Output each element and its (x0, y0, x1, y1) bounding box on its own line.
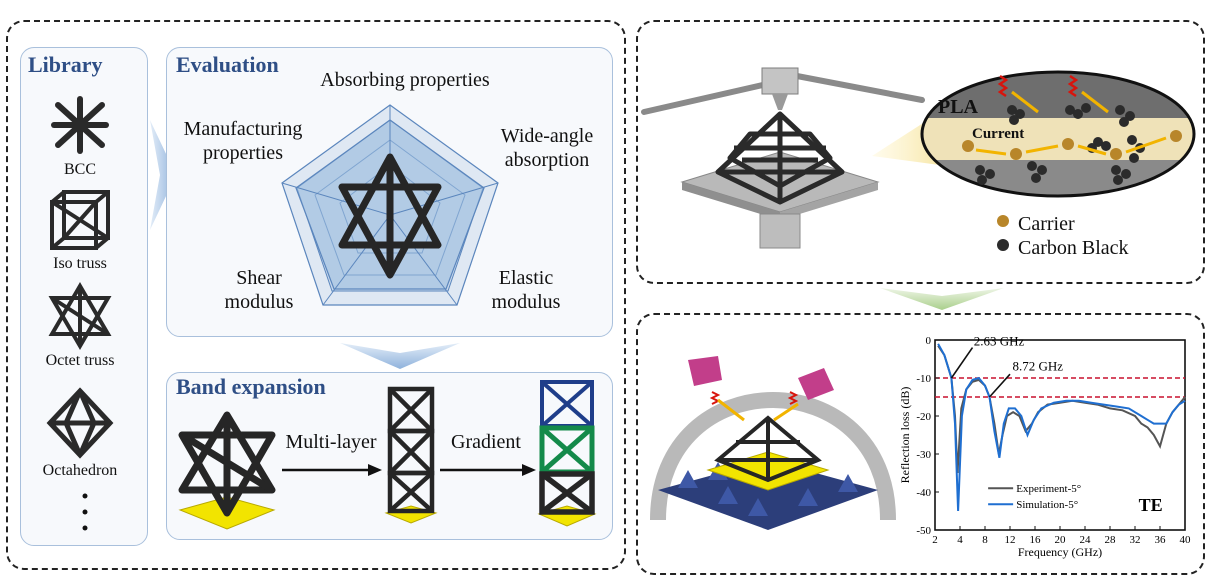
plot-frame (934, 339, 1186, 531)
annotation-0: 2.63 GHz (974, 333, 1025, 348)
printing-panel (636, 20, 1205, 284)
annotation-arrow-1 (988, 373, 1011, 398)
multi-layer-structure (384, 386, 438, 524)
y-tick-label-3: -30 (916, 449, 931, 461)
legend-label-1: Simulation-5° (1016, 499, 1078, 511)
x-tick-label-0: 2 (932, 534, 938, 546)
axis-shear-modulus: Shear modulus (224, 267, 294, 313)
x-tick-label-2: 8 (982, 534, 988, 546)
series-line-1 (937, 343, 1186, 512)
octahedron-icon (46, 387, 114, 459)
y-tick-label-2: -20 (916, 411, 931, 423)
evaluation-title: Evaluation (176, 52, 279, 77)
reflection-loss-chart: 2 4 8 12 16 20 24 28 32 36 400-10-20-30-40-50Frequ… (898, 333, 1192, 559)
octet-truss-icon (48, 282, 112, 350)
x-tick-label-4: 16 (1030, 534, 1042, 546)
band-expansion-title: Band expansion (176, 374, 326, 399)
gradient-arrow (440, 464, 536, 476)
legend-carbon-black: Carbon Black (1018, 237, 1129, 259)
library-to-evaluation-arrow (150, 120, 176, 230)
arch-measurement-setup (650, 356, 896, 530)
single-cell-structure (178, 411, 276, 530)
current-label: Current (972, 126, 1025, 142)
legend-carrier: Carrier (1018, 213, 1075, 235)
library-item-bcc: BCC (63, 161, 96, 178)
pla-layer-ellipse (920, 70, 1196, 198)
evaluation-to-band-arrow (340, 343, 460, 369)
bcc-lattice-icon (51, 96, 109, 154)
axis-wide-angle-absorption: Wide-angle absorption (500, 125, 594, 171)
y-axis-label: Reflection loss (dB) (898, 387, 912, 484)
annotation-arrow-0 (950, 347, 974, 379)
axis-elastic-modulus: Elastic modulus (491, 267, 561, 313)
x-tick-label-7: 28 (1105, 534, 1117, 546)
x-tick-label-8: 32 (1130, 534, 1141, 546)
multi-layer-arrow (282, 464, 382, 476)
y-tick-label-5: -50 (916, 525, 931, 537)
print-nozzle-illustration (641, 67, 925, 249)
iso-truss-icon (50, 190, 110, 250)
step-multi-layer: Multi-layer (285, 431, 377, 453)
y-tick-label-0: 0 (926, 335, 932, 347)
y-tick-label-1: -10 (916, 373, 931, 385)
y-tick-label-4: -40 (916, 487, 931, 499)
mode-label: TE (1139, 495, 1163, 515)
library-item-octet-truss: Octet truss (45, 352, 115, 369)
x-tick-label-3: 12 (1005, 534, 1016, 546)
library-item-octahedron: Octahedron (42, 462, 118, 479)
carbon-black-legend-icon (997, 239, 1009, 251)
pla-label: PLA (938, 96, 978, 118)
legend-label-0: Experiment-5° (1016, 483, 1081, 495)
x-tick-label-1: 4 (957, 534, 963, 546)
left-panel (6, 20, 626, 570)
radar-chart (281, 104, 499, 306)
more-ellipsis-icon (82, 493, 88, 531)
gradient-structure (537, 380, 597, 527)
x-tick-label-5: 20 (1055, 534, 1067, 546)
axis-absorbing-properties: Absorbing properties (320, 69, 490, 91)
x-tick-label-10: 40 (1180, 534, 1192, 546)
measurement-panel (636, 313, 1205, 575)
x-axis-label: Frequency (GHz) (1018, 545, 1102, 559)
carrier-legend-icon (997, 215, 1009, 227)
annotation-1: 8.72 GHz (1013, 358, 1064, 373)
printing-to-measurement-arrow (880, 288, 1004, 310)
library-title: Library (28, 52, 103, 77)
x-tick-label-9: 36 (1155, 534, 1167, 546)
x-tick-label-6: 24 (1080, 534, 1092, 546)
library-item-iso-truss: Iso truss (53, 255, 107, 272)
step-gradient: Gradient (451, 431, 521, 453)
axis-manufacturing-properties: Manufacturing properties (183, 118, 303, 164)
